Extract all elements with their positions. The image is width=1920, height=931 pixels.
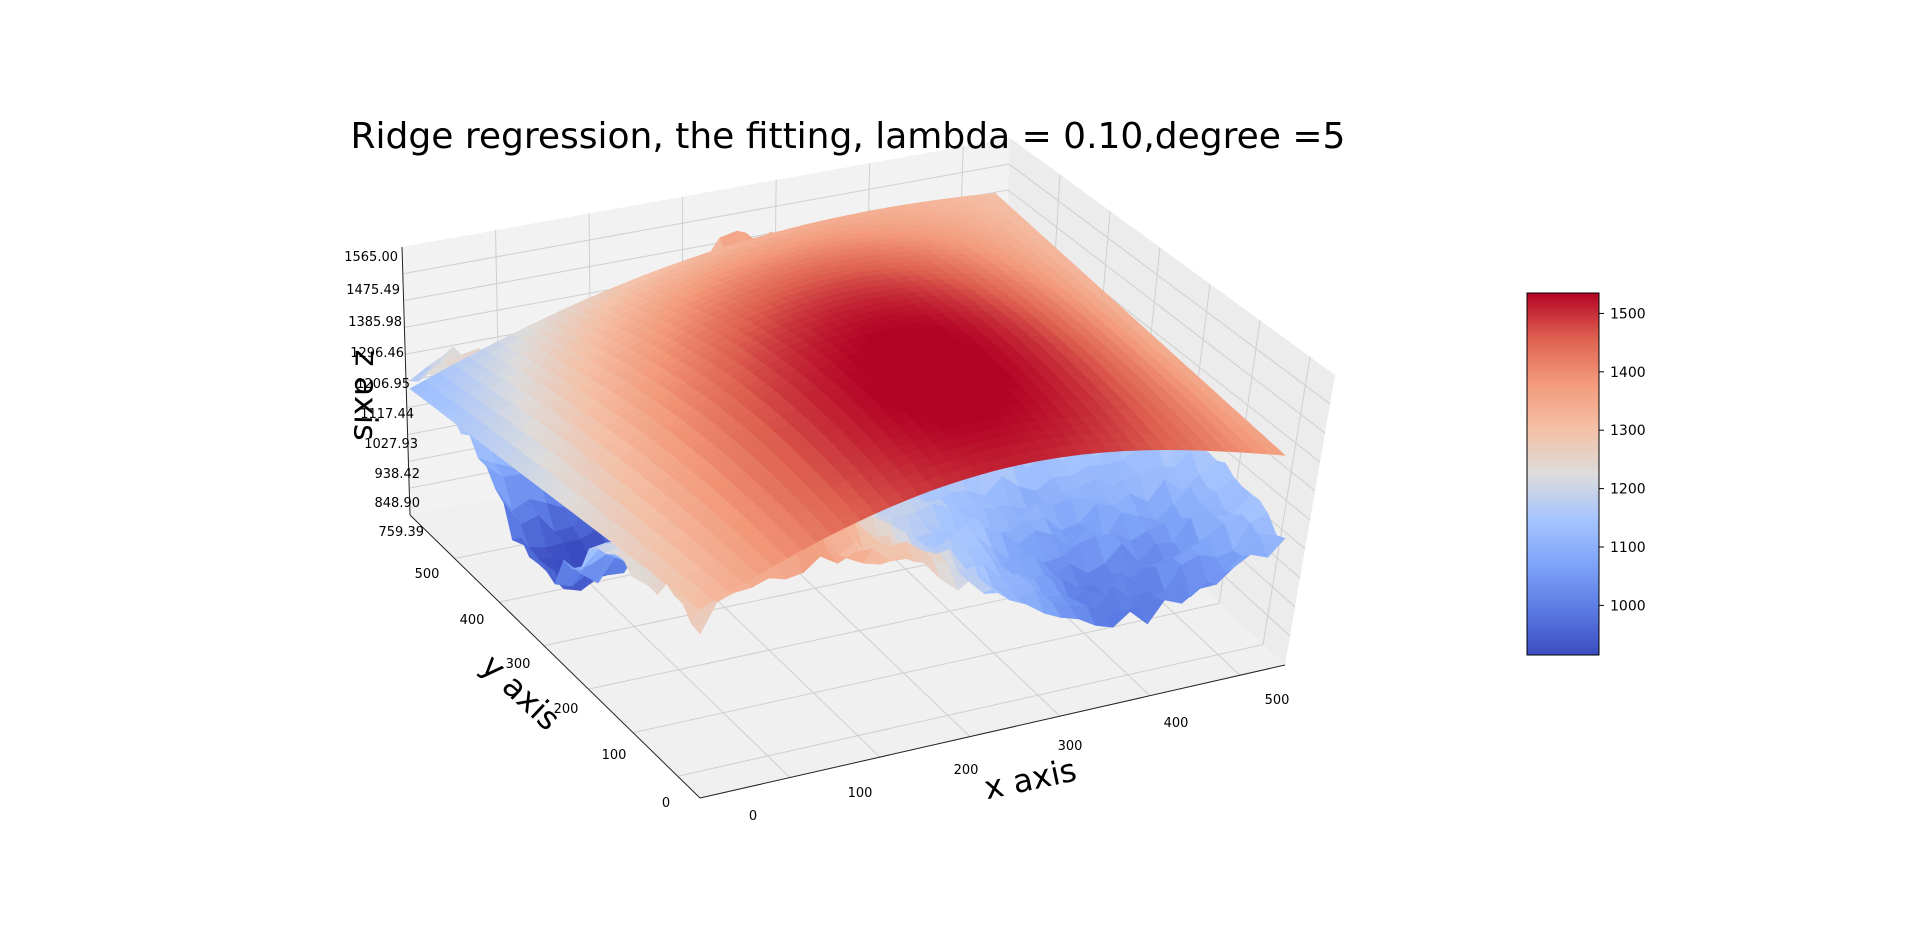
z-tick-label: 1475.49: [346, 283, 400, 298]
colorbar-tick-label: 1500: [1610, 306, 1646, 322]
colorbar-tick-label: 1200: [1610, 482, 1646, 498]
z-tick-label: 1385.98: [348, 315, 402, 330]
x-tick-label: 200: [954, 763, 979, 778]
z-axis-label: z axis: [346, 349, 386, 441]
colorbar-tick-label: 1400: [1610, 365, 1646, 381]
colorbar-ticks: 1000 1100 1200 1300 1400 1500: [1599, 306, 1646, 614]
colorbar-gradient: [1527, 293, 1599, 655]
x-tick-label: 0: [749, 809, 757, 824]
z-tick-label: 1565.00: [344, 250, 398, 265]
colorbar-tick-label: 1300: [1610, 423, 1646, 439]
colorbar-tick-label: 1100: [1610, 540, 1646, 556]
x-tick-label: 500: [1265, 693, 1290, 708]
x-axis-label: x axis: [981, 751, 1080, 808]
x-tick-label: 100: [848, 786, 873, 801]
colorbar: 1000 1100 1200 1300 1400 1500: [1527, 293, 1646, 655]
z-tick-label: 759.39: [379, 525, 425, 540]
chart-title: Ridge regression, the fitting, lambda = …: [351, 116, 1346, 157]
z-tick-label: 938.42: [375, 467, 421, 482]
colorbar-tick-label: 1000: [1610, 598, 1646, 614]
z-tick-label: 848.90: [375, 496, 421, 511]
y-tick-label: 0: [662, 796, 670, 811]
y-tick-label: 100: [602, 748, 627, 763]
y-tick-label: 400: [460, 613, 485, 628]
y-tick-label: 500: [415, 567, 440, 582]
x-tick-label: 400: [1164, 716, 1189, 731]
